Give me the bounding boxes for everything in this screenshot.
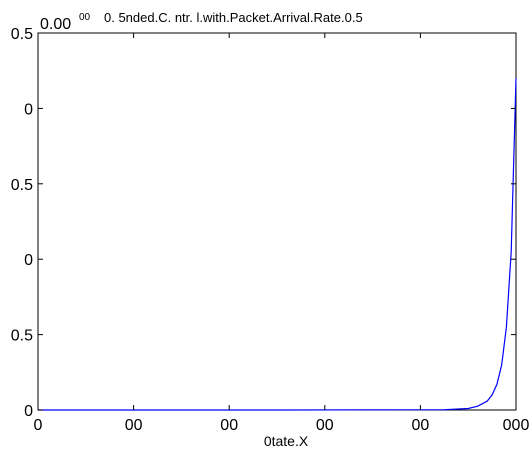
y-tick-label: 0 bbox=[24, 252, 33, 269]
y-tick-label: 0 bbox=[24, 101, 33, 118]
x-tick-label: 00 bbox=[412, 417, 430, 434]
x-tick-label: 00 bbox=[316, 417, 334, 434]
x-tick-label: 00 bbox=[220, 417, 238, 434]
y-tick-label: 0.5 bbox=[11, 177, 33, 194]
chart-title: 0. 5nded.C. ntr. l.with.Packet.Arrival.R… bbox=[104, 10, 363, 25]
plot-area bbox=[37, 32, 517, 411]
x-tick-label: 000 bbox=[503, 417, 530, 434]
x-tick-label: 00 bbox=[125, 417, 143, 434]
x-tick-label: 0 bbox=[34, 417, 43, 434]
y-exponent-power: 00 bbox=[79, 12, 91, 23]
y-tick-label: 0.5 bbox=[11, 26, 33, 43]
y-tick-label: 0.5 bbox=[11, 328, 33, 345]
y-exponent-base: 0.00 bbox=[40, 16, 71, 33]
series-line bbox=[38, 78, 517, 411]
y-tick-label: 0 bbox=[24, 403, 33, 420]
series-layer bbox=[38, 78, 517, 411]
x-axis-label: 0tate.X bbox=[264, 433, 309, 449]
